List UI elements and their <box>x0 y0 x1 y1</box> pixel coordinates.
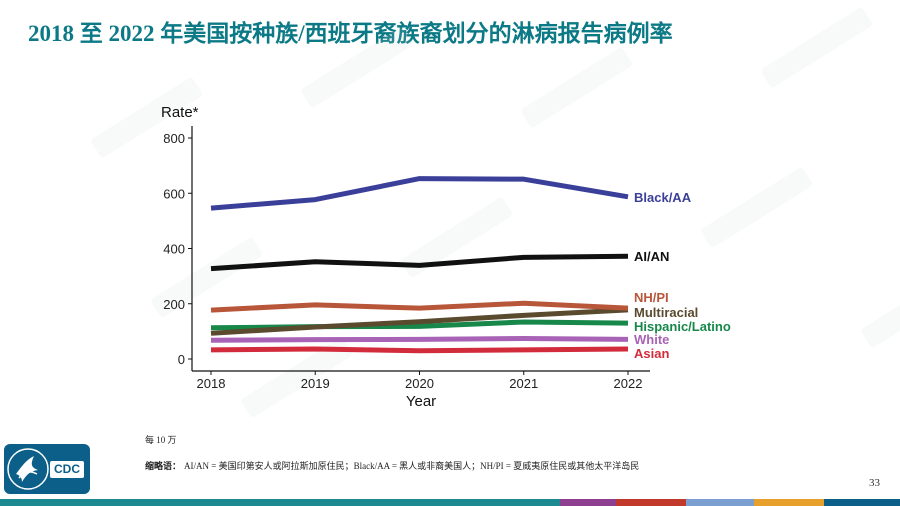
chart-axes: Rate* Year 0 200 400 600 800 2018 2019 2020 2021 20… <box>161 104 650 410</box>
series-line-white <box>210 336 629 343</box>
series-label: Black/AA <box>634 190 692 205</box>
y-tick-label: 400 <box>163 242 185 257</box>
series-label: AI/AN <box>634 249 669 264</box>
footer-bar-segment <box>420 499 560 506</box>
watermark-mark <box>861 267 900 348</box>
cdc-logo-text: CDC <box>50 461 84 478</box>
chart-series <box>210 176 629 354</box>
series-label: NH/PI <box>634 290 669 305</box>
watermark-mark <box>151 237 262 318</box>
watermark-mark <box>91 77 202 158</box>
x-axis-title: Year <box>406 393 436 410</box>
page-number: 33 <box>869 477 880 489</box>
footer-bar-segment <box>754 499 824 506</box>
series-line-asian <box>210 346 629 354</box>
series-label: Hispanic/Latino <box>634 319 731 334</box>
chart-legend-labels: Black/AA AI/AN NH/PIMultiracialHispanic/La… <box>634 190 731 361</box>
watermark-mark <box>521 47 632 128</box>
footer-bar-segment <box>824 499 900 506</box>
abbreviations-note: 缩略语： AI/AN = 美国印第安人或阿拉斯加原住民；Black/AA = 黑人… <box>145 459 639 472</box>
x-tick-label: 2021 <box>509 376 538 391</box>
series-label: White <box>634 332 669 347</box>
y-axis-title: Rate* <box>161 104 199 121</box>
watermark-layer <box>91 7 900 418</box>
watermark-mark <box>301 27 412 108</box>
x-tick-label: 2020 <box>405 376 434 391</box>
y-tick-label: 800 <box>163 131 185 146</box>
footer-bar-segment <box>616 499 686 506</box>
series-line-black-aa <box>210 176 629 211</box>
series-label: Multiracial <box>634 305 698 320</box>
cdc-logo: CDC <box>4 444 90 494</box>
watermark-mark <box>241 337 352 418</box>
series-line-nh-pi <box>210 300 629 313</box>
footer-color-bar <box>0 499 900 506</box>
series-line-ai-an <box>210 253 629 272</box>
footer-bar-segment <box>0 499 420 506</box>
y-tick-label: 200 <box>163 297 185 312</box>
line-chart: Rate* Year 0 200 400 600 800 2018 2019 2020 2021 20… <box>91 7 900 418</box>
y-tick-label: 600 <box>163 186 185 201</box>
footer-bar-segment <box>686 499 754 506</box>
watermark-mark <box>701 167 812 248</box>
footer-bar-segment <box>560 499 616 506</box>
abbreviations-label: 缩略语： <box>145 461 182 471</box>
slide-title: 2018 至 2022 年美国按种族/西班牙裔族裔划分的淋病报告病例率 <box>28 21 673 46</box>
watermark-mark <box>401 197 512 278</box>
series-line-multiracial <box>210 307 629 336</box>
footnote-rate: 每 10 万 <box>145 435 177 445</box>
x-tick-label: 2022 <box>614 376 643 391</box>
x-tick-label: 2018 <box>197 376 226 391</box>
hhs-eagle-icon <box>7 448 49 490</box>
abbreviations-text: AI/AN = 美国印第安人或阿拉斯加原住民；Black/AA = 黑人或非裔美… <box>184 461 640 471</box>
x-tick-label: 2019 <box>301 376 330 391</box>
y-tick-label: 0 <box>178 352 185 367</box>
watermark-mark <box>761 7 872 88</box>
series-label: Asian <box>634 346 669 361</box>
